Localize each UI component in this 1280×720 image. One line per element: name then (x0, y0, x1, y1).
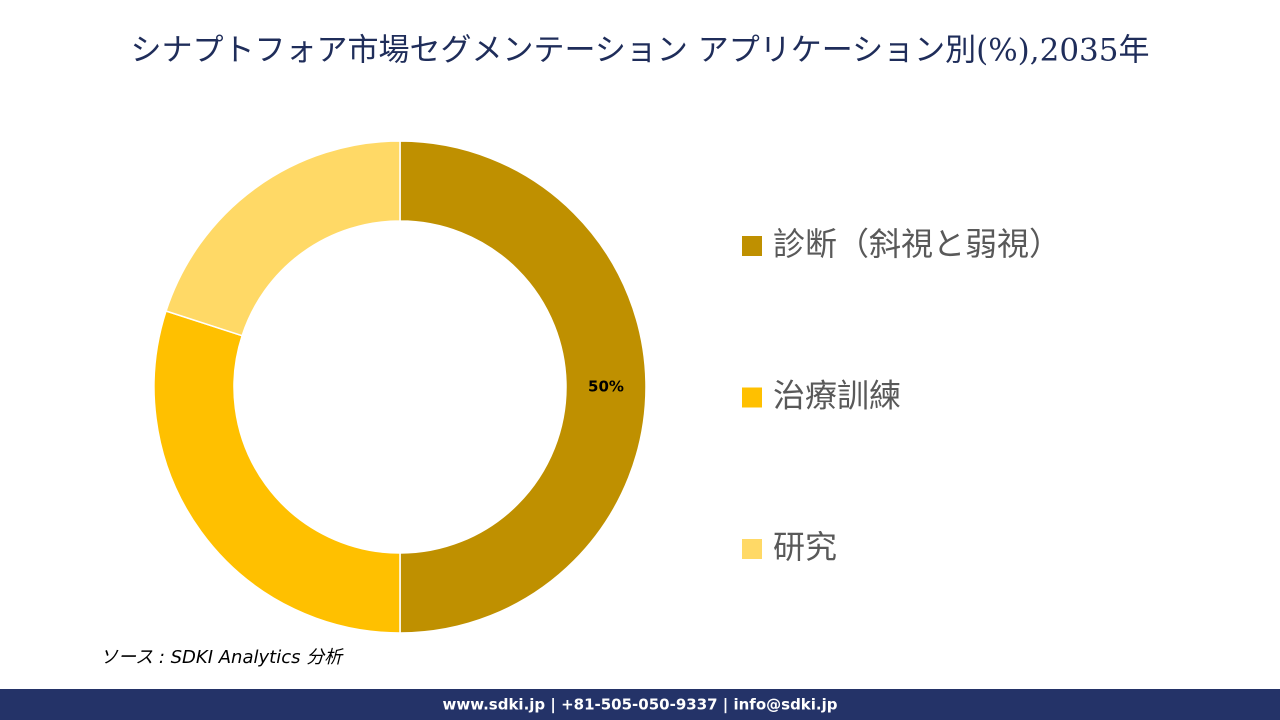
legend-swatch (742, 539, 762, 559)
legend-label: 診断（斜視と弱視） (773, 225, 1061, 263)
data-label: 50% (588, 378, 624, 396)
source-note: ソース : SDKI Analytics 分析 (100, 647, 344, 668)
donut-segment (153, 310, 401, 634)
chart-title: シナプトフォア市場セグメンテーション アプリケーション別(%),2035年 (130, 33, 1149, 69)
donut-segment (165, 140, 401, 337)
legend-swatch (742, 387, 762, 408)
donut-segment (399, 140, 647, 634)
legend-swatch (742, 236, 762, 256)
footer-contact: www.sdki.jp | +81-505-050-9337 | info@sd… (442, 696, 837, 715)
legend-label: 研究 (773, 528, 837, 566)
footer-bar (0, 689, 1280, 720)
legend-label: 治療訓練 (773, 377, 901, 415)
